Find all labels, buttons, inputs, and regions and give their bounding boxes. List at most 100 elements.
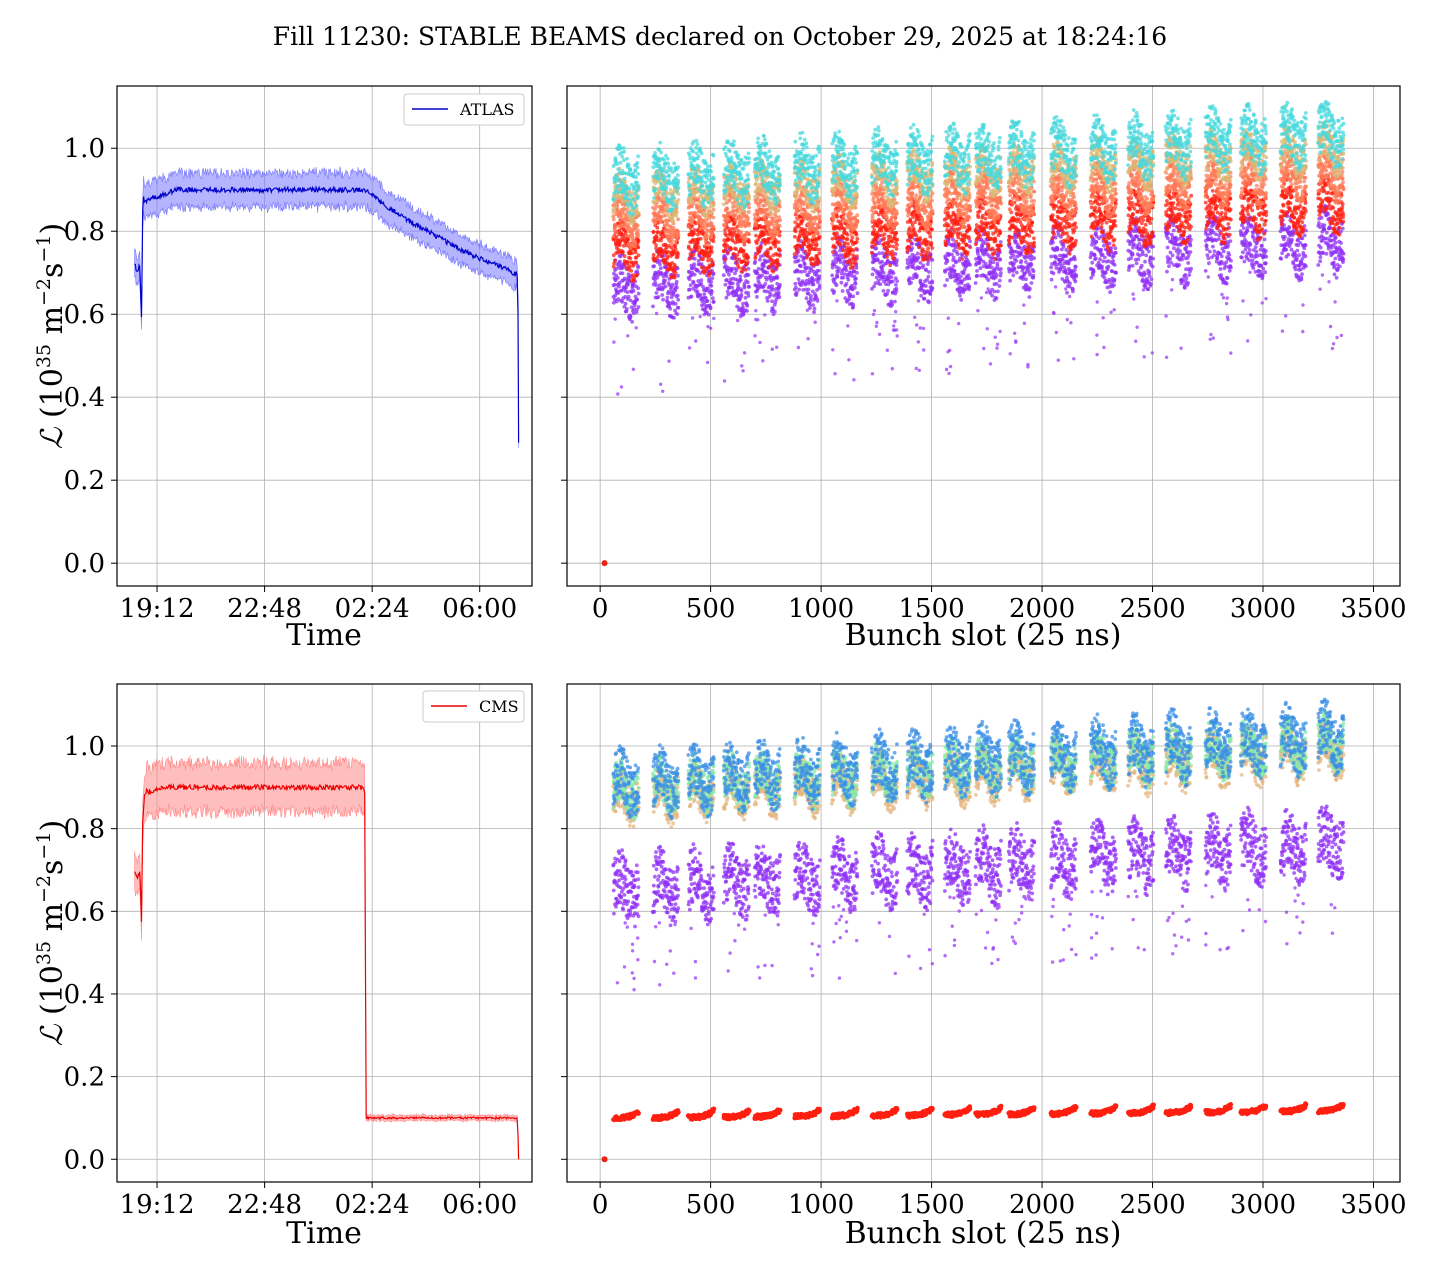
bunch-point-red [965,250,970,255]
bunch-point-violet [1322,223,1327,228]
bunch-point-red [743,268,748,272]
bunch-point-red [998,230,1002,235]
bunch-point-red [914,233,919,238]
bunch-point-violet [770,299,774,304]
bunch-point-violet [1172,246,1176,251]
bunch-point-violet [652,264,656,268]
bunch-point-violet [1106,264,1111,269]
bunch-point-violet [1334,275,1339,280]
bunch-point-violet [992,289,997,294]
bunch-point-violet [880,259,884,264]
bunch-point-violet [709,289,714,294]
bunch-point-violet [760,273,764,278]
bunch-point-violet [1184,245,1189,249]
bunch-point-violet [796,258,801,263]
bunch-point-red [762,232,767,237]
bunch-point-orange [611,234,616,239]
bunch-point-violet [916,255,921,260]
bunch-point-red [1340,202,1345,207]
bunch-point-violet [762,264,766,269]
bunch-point-violet [1240,255,1244,260]
bunch-point-orange [659,218,664,223]
bunch-point-red [1262,231,1267,236]
bunch-point-violet [687,270,692,274]
bunch-point-violet [1129,256,1133,260]
bunch-point-red [1104,239,1109,244]
bunch-point-red [1294,211,1299,216]
bunch-point-violet [658,266,663,271]
bunch-point-orange [633,239,637,244]
bunch-point-red [870,245,875,249]
bunch-point-red [876,234,880,238]
bunch-point-violet [1262,237,1267,242]
bunch-point-red [746,255,750,260]
bunch-point-violet [918,260,923,265]
bunch-point-violet [1302,233,1307,238]
bunch-point-red [917,245,921,250]
bunch-point-violet [980,244,985,249]
bunch-point-violet [730,281,735,286]
bunch-point-violet [1074,274,1078,279]
bunch-point-violet [891,271,896,275]
bunch-point-violet [624,285,628,290]
bunch-point-violet [950,252,954,257]
bunch-point-violet [616,291,621,295]
bunch-point-red [1148,221,1153,226]
bunch-point-violet [1061,244,1066,249]
bunch-point-red [1185,237,1190,242]
bunch-point-red [803,249,808,254]
bunch-point-violet [1171,228,1176,233]
bunch-point-red [1143,222,1148,227]
bunch-point-red [1016,228,1021,233]
bunch-point-violet [1247,248,1252,252]
bunch-point-violet [1300,272,1304,276]
bunch-point-red [873,242,878,247]
bunch-point-red [1059,221,1063,226]
bunch-point-orange [636,232,641,236]
bunch-point-violet [619,288,623,293]
bunch-point-violet [651,304,655,309]
bunch-point-violet [1259,243,1264,248]
bunch-point-violet [927,270,931,274]
bunch-point-red [1215,204,1220,209]
bunch-point-violet [635,297,640,302]
bunch-point-violet [1146,249,1151,254]
bunch-point-red [629,269,634,273]
bunch-point-violet [692,272,697,277]
bunch-point-violet [794,285,798,290]
bunch-point-violet [1094,239,1099,244]
bunch-point-red [1204,226,1209,231]
atlas-time-panel: 0.00.20.40.60.81.019:12 22:48 02:24 06:00 T… [64,85,533,653]
bunch-point-violet [675,293,680,298]
bunch-point-red [930,246,935,250]
bunch-point-red [696,241,700,245]
bunch-point-violet [1151,256,1156,261]
y-tick-label: 0.6 [64,300,105,330]
bunch-point-violet [775,276,780,280]
bunch-point-violet [777,295,782,300]
bunch-point-violet [672,316,676,320]
bunch-point-red [1141,218,1146,223]
bunch-point-violet [746,294,751,298]
bunch-point-violet [852,285,857,290]
bunch-point-red [891,244,896,249]
bunch-point-red [841,248,845,253]
bunch-point-red [654,235,659,240]
bunch-point-red [978,234,982,239]
bunch-point-red [910,223,915,228]
bunch-point-red [636,253,641,258]
bunch-point-orange [630,235,635,240]
bunch-point-red [651,252,656,257]
bunch-point-violet [1165,269,1169,274]
bunch-point-violet [1300,256,1305,261]
bunch-point-violet [874,246,879,251]
bunch-point-red [709,245,714,250]
atlas-time-ticks: 0.00.20.40.60.81.019:12 22:48 02:24 06:00 [64,134,518,624]
bunch-point-violet [1058,267,1063,272]
bunch-point-red [1089,205,1094,210]
bunch-point-violet [958,274,963,279]
bunch-point-red [1129,226,1133,231]
bunch-point-red [728,247,733,252]
bunch-point-violet [1321,251,1326,256]
bunch-point-orange [691,216,696,221]
